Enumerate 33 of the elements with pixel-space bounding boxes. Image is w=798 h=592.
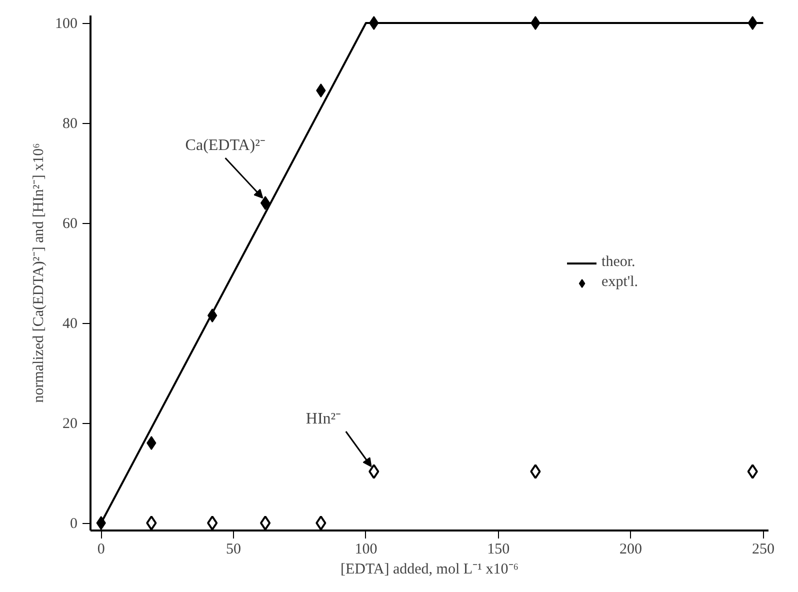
point [207, 308, 218, 322]
point [206, 516, 218, 530]
y-tick-label: 60 [62, 216, 78, 232]
x-tick-label: 200 [620, 542, 642, 558]
legend-label: expt'l. [602, 274, 638, 291]
point [260, 196, 270, 210]
point [530, 16, 540, 30]
x-tick-label: 100 [354, 542, 378, 558]
annotation: HIn²⁻ [306, 410, 341, 428]
point [369, 16, 379, 30]
x-tick-label: 50 [226, 542, 242, 558]
point [260, 516, 271, 530]
x-tick-label: 150 [487, 542, 510, 558]
point [530, 464, 541, 479]
y-tick-label: 100 [55, 16, 78, 32]
x-tick-label: 0 [97, 542, 105, 558]
point [96, 516, 106, 530]
annotation: Ca(EDTA)²⁻ [185, 137, 265, 154]
point [316, 516, 326, 530]
point [368, 464, 380, 479]
y-tick-label: 20 [62, 416, 78, 432]
point [146, 436, 156, 450]
y-axis-title: normalized [Ca(EDTA)²⁻] and [HIn²⁻] x10⁶ [31, 143, 47, 403]
x-tick-label: 250 [752, 542, 774, 558]
legend-label: theor. [602, 254, 636, 271]
y-tick-label: 80 [62, 116, 78, 132]
point [146, 516, 157, 530]
point [747, 464, 758, 479]
y-tick-label: 40 [62, 316, 78, 332]
y-tick-label: 0 [70, 516, 78, 532]
x-axis-title: [EDTA] added, mol L⁻¹ x10⁻⁶ [340, 562, 519, 578]
point [748, 16, 758, 30]
point [316, 84, 326, 98]
